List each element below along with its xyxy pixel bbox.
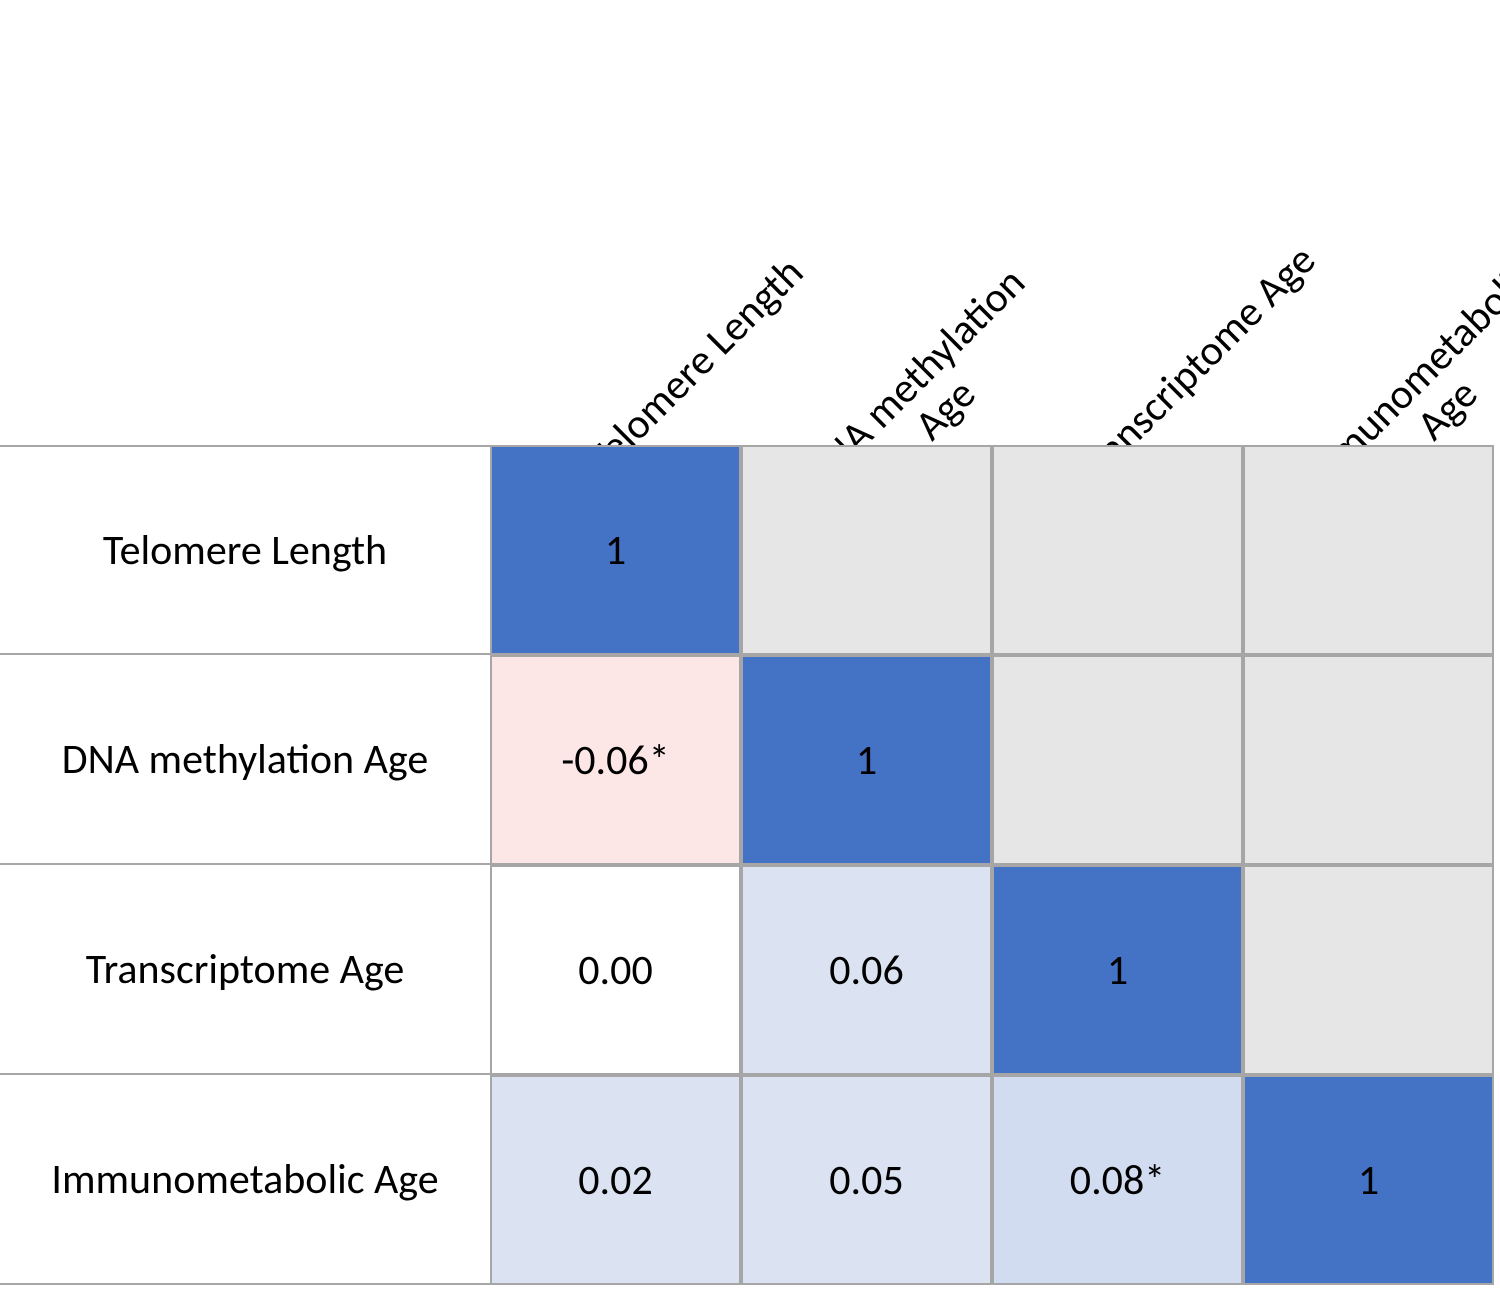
matrix-cell-value: 1	[605, 525, 626, 576]
matrix-cell	[1243, 865, 1494, 1075]
matrix-cell-value: 0.06	[829, 945, 903, 996]
row-label-1: DNA methylation Age	[0, 655, 490, 865]
matrix-cell: 0.02	[490, 1075, 741, 1285]
matrix-cell	[992, 655, 1243, 865]
matrix-cell-value: 0.08*	[1070, 1155, 1165, 1206]
matrix-cell	[1243, 655, 1494, 865]
matrix-cell: 1	[1243, 1075, 1494, 1285]
row-label-2: Transcriptome Age	[0, 865, 490, 1075]
row-label-0: Telomere Length	[0, 445, 490, 655]
row-label-text: Immunometabolic Age	[51, 1154, 438, 1205]
row-label-3: Immunometabolic Age	[0, 1075, 490, 1285]
row-label-text: DNA methylation Age	[62, 734, 428, 785]
matrix-cell: 0.08*	[992, 1075, 1243, 1285]
matrix-cell: 1	[741, 655, 992, 865]
matrix-cell-value: 0.00	[578, 945, 652, 996]
matrix-cell: 0.00	[490, 865, 741, 1075]
matrix-cell-value: 1	[1107, 945, 1128, 996]
matrix-cell	[992, 445, 1243, 655]
matrix-cell-value: 0.02	[578, 1155, 652, 1206]
matrix-cell: 1	[490, 445, 741, 655]
matrix-cell-value: 0.05	[829, 1155, 903, 1206]
matrix-cell	[741, 445, 992, 655]
matrix-cell: 0.05	[741, 1075, 992, 1285]
matrix-cell	[1243, 445, 1494, 655]
matrix-cell: 0.06	[741, 865, 992, 1075]
correlation-matrix: Telomere Length DNA methylation Age Tran…	[0, 0, 1500, 1293]
row-label-text: Transcriptome Age	[86, 944, 405, 995]
row-label-text: Telomere Length	[103, 525, 387, 576]
matrix-cell: -0.06*	[490, 655, 741, 865]
matrix-cell-value: -0.06*	[561, 735, 669, 786]
matrix-cell-value: 1	[856, 735, 877, 786]
matrix-cell: 1	[992, 865, 1243, 1075]
matrix-cell-value: 1	[1358, 1155, 1379, 1206]
